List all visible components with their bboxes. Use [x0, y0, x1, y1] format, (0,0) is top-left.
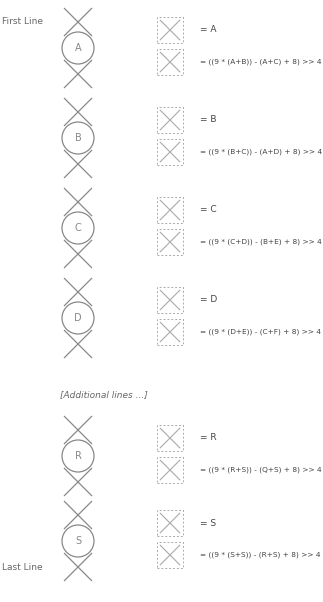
Text: = S: = S: [200, 518, 216, 527]
Text: [Additional lines ...]: [Additional lines ...]: [60, 391, 148, 400]
Text: First Line: First Line: [2, 17, 43, 26]
Ellipse shape: [62, 302, 94, 334]
Text: Last Line: Last Line: [2, 562, 43, 571]
Bar: [157, 425, 183, 451]
Bar: [157, 457, 183, 483]
Bar: [157, 17, 183, 43]
Bar: [157, 49, 183, 75]
Bar: [157, 510, 183, 536]
Bar: [157, 229, 183, 255]
Ellipse shape: [62, 212, 94, 244]
Ellipse shape: [62, 440, 94, 472]
Text: = ((9 * (C+D)) - (B+E) + 8) >> 4: = ((9 * (C+D)) - (B+E) + 8) >> 4: [200, 239, 322, 245]
Text: S: S: [75, 536, 81, 546]
Text: B: B: [75, 133, 81, 143]
Text: = R: = R: [200, 433, 217, 442]
Ellipse shape: [62, 525, 94, 557]
Text: = D: = D: [200, 296, 217, 305]
Text: = ((9 * (A+B)) - (A+C) + 8) >> 4: = ((9 * (A+B)) - (A+C) + 8) >> 4: [200, 59, 321, 65]
Ellipse shape: [62, 32, 94, 64]
Text: = C: = C: [200, 205, 217, 214]
Text: = A: = A: [200, 25, 216, 34]
Text: = B: = B: [200, 116, 216, 125]
Text: R: R: [75, 451, 81, 461]
Bar: [157, 287, 183, 313]
Text: A: A: [75, 43, 81, 53]
Bar: [157, 542, 183, 568]
Text: = ((9 * (B+C)) - (A+D) + 8) >> 4: = ((9 * (B+C)) - (A+D) + 8) >> 4: [200, 149, 322, 155]
Bar: [157, 319, 183, 345]
Ellipse shape: [62, 122, 94, 154]
Text: C: C: [75, 223, 81, 233]
Text: = ((9 * (D+E)) - (C+F) + 8) >> 4: = ((9 * (D+E)) - (C+F) + 8) >> 4: [200, 329, 321, 335]
Text: = ((9 * (R+S)) - (Q+S) + 8) >> 4: = ((9 * (R+S)) - (Q+S) + 8) >> 4: [200, 467, 322, 473]
Text: = ((9 * (S+S)) - (R+S) + 8) >> 4: = ((9 * (S+S)) - (R+S) + 8) >> 4: [200, 552, 320, 558]
Text: D: D: [74, 313, 82, 323]
Bar: [157, 197, 183, 223]
Bar: [157, 107, 183, 133]
Bar: [157, 139, 183, 165]
